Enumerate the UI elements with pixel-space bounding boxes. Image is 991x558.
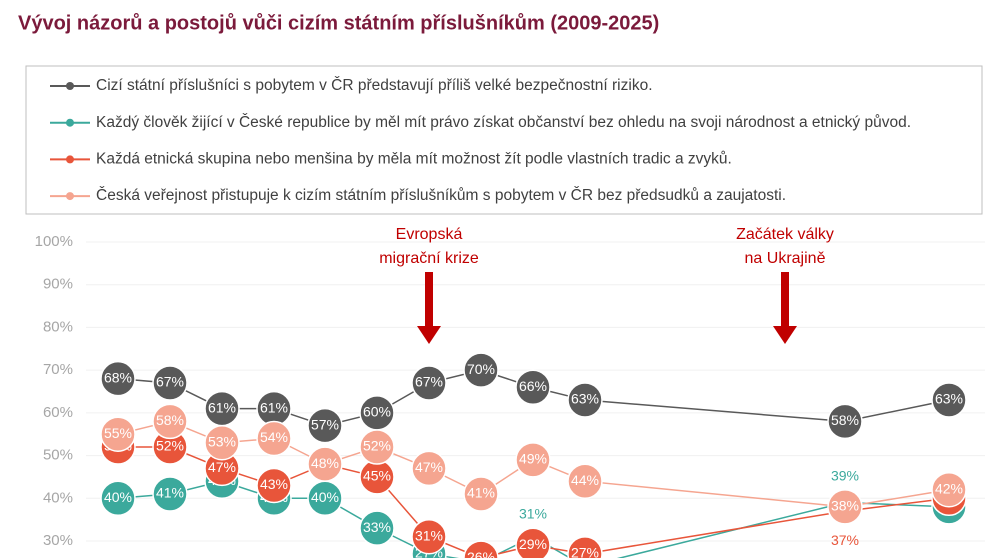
chart-title: Vývoj názorů a postojů vůči cizím státní…: [18, 12, 659, 34]
data-label: 31%: [415, 527, 443, 543]
data-label: 37%: [831, 532, 859, 548]
data-point: [152, 476, 188, 512]
data-label: 53%: [208, 433, 236, 449]
data-point: [567, 536, 603, 558]
data-label: 57%: [311, 416, 339, 432]
legend-marker: [66, 192, 74, 201]
data-label: 29%: [519, 536, 547, 552]
data-point: [515, 369, 551, 405]
data-label: 48%: [311, 455, 339, 471]
annotation: Začátek války: [736, 226, 834, 243]
data-point: [567, 382, 603, 418]
data-label: 70%: [467, 361, 495, 377]
data-point: [307, 446, 343, 482]
legend-label: Česká veřejnost přistupuje k cizím státn…: [96, 187, 786, 204]
data-point: [307, 407, 343, 444]
data-label: 54%: [260, 429, 288, 445]
annotation: Evropská: [396, 226, 463, 243]
plot: 30% 40% 50% 60% 70% 80% 90% 100% 68% 67% 61% 61% 57%…: [35, 233, 985, 558]
data-point: [152, 365, 188, 401]
legend-label: Každý člověk žijící v České republice by…: [96, 114, 911, 131]
data-label: 63%: [571, 391, 599, 407]
legend-box: [25, 65, 983, 215]
annotation-arrow-head: [773, 326, 797, 344]
legend-label: Cizí státní příslušníci s pobytem v ČR p…: [96, 77, 653, 94]
data-label: 40%: [311, 489, 339, 505]
legend-marker: [66, 82, 74, 90]
y-tick-label: 100%: [35, 233, 73, 250]
data-label: 38%: [831, 498, 859, 514]
data-label: 67%: [415, 374, 443, 390]
annotation: na Ukrajině: [745, 250, 826, 267]
legend-label: Každá etnická skupina nebo menšina by mě…: [96, 150, 732, 167]
data-label: 67%: [156, 374, 184, 390]
data-point: [256, 420, 292, 457]
data-label: 61%: [260, 399, 288, 415]
data-point: [931, 471, 967, 508]
data-label: 58%: [831, 412, 859, 428]
data-label: 52%: [156, 438, 184, 454]
data-point: [463, 476, 499, 512]
data-label: 41%: [467, 485, 495, 501]
annotation-arrow-shaft: [781, 272, 789, 328]
data-label: 55%: [104, 425, 132, 441]
data-point: [411, 365, 447, 401]
y-tick-label: 70%: [43, 361, 73, 378]
y-tick-label: 50%: [43, 447, 73, 464]
data-label: 27%: [571, 545, 599, 558]
data-point: [567, 463, 603, 499]
data-point: [359, 429, 395, 465]
data-label: 31%: [519, 505, 547, 521]
data-label: 26%: [467, 549, 495, 558]
data-label: 52%: [363, 438, 391, 454]
data-point: [411, 518, 447, 555]
data-label: 68%: [104, 369, 132, 385]
data-point: [515, 527, 551, 558]
data-point: [827, 489, 863, 525]
data-label: 49%: [519, 451, 547, 467]
data-point: [463, 352, 499, 388]
data-label: 60%: [363, 404, 391, 420]
legend-marker: [66, 118, 74, 127]
data-point: [827, 403, 863, 440]
y-tick-label: 90%: [43, 276, 73, 293]
data-point: [359, 510, 395, 546]
data-label: 44%: [571, 472, 599, 488]
data-point: [100, 416, 136, 452]
y-tick-label: 30%: [43, 532, 73, 549]
annotation: migrační krize: [379, 250, 479, 267]
y-tick-label: 80%: [43, 318, 73, 335]
data-point: [515, 442, 551, 478]
data-label: 63%: [935, 391, 963, 407]
data-point: [204, 425, 240, 461]
data-label: 66%: [519, 378, 547, 394]
annotation-arrow-shaft: [425, 272, 433, 328]
data-label: 61%: [208, 399, 236, 415]
data-label: 42%: [935, 480, 963, 496]
y-tick-label: 60%: [43, 404, 73, 421]
data-label: 47%: [208, 459, 236, 475]
data-label: 39%: [831, 467, 859, 483]
data-point: [411, 450, 447, 487]
data-label: 45%: [363, 468, 391, 484]
y-tick-label: 40%: [43, 489, 73, 506]
data-point: [931, 382, 967, 418]
data-label: 58%: [156, 412, 184, 428]
annotation-arrow-head: [417, 326, 441, 344]
data-point: [256, 467, 292, 504]
data-label: 41%: [156, 485, 184, 501]
data-label: 33%: [363, 519, 391, 535]
data-point: [100, 480, 136, 517]
data-point: [463, 540, 499, 558]
data-label: 47%: [415, 459, 443, 475]
data-point: [152, 403, 188, 440]
data-label: 43%: [260, 476, 288, 492]
data-point: [100, 360, 136, 397]
data-label: 40%: [104, 489, 132, 505]
legend-marker: [66, 155, 74, 164]
